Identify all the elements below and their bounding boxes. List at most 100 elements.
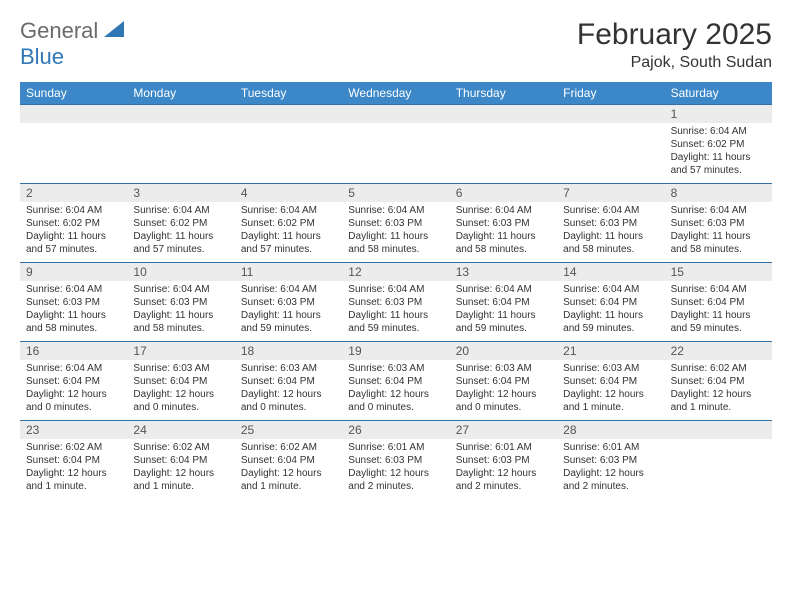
day-detail: Sunrise: 6:04 AMSunset: 6:02 PMDaylight:… xyxy=(235,202,342,262)
daylight-line: Daylight: 12 hours and 1 minute. xyxy=(671,388,766,414)
sunset-line: Sunset: 6:04 PM xyxy=(26,454,121,467)
daylight-line: Daylight: 11 hours and 59 minutes. xyxy=(241,309,336,335)
day-detail: Sunrise: 6:01 AMSunset: 6:03 PMDaylight:… xyxy=(450,439,557,499)
day-detail xyxy=(127,123,234,183)
sunset-line: Sunset: 6:04 PM xyxy=(241,375,336,388)
sunrise-line: Sunrise: 6:04 AM xyxy=(563,283,658,296)
sunrise-line: Sunrise: 6:04 AM xyxy=(241,204,336,217)
day-detail: Sunrise: 6:04 AMSunset: 6:03 PMDaylight:… xyxy=(342,281,449,341)
day-detail: Sunrise: 6:01 AMSunset: 6:03 PMDaylight:… xyxy=(557,439,664,499)
day-number: 20 xyxy=(450,342,557,360)
day-number xyxy=(235,105,342,123)
sunrise-line: Sunrise: 6:04 AM xyxy=(671,204,766,217)
sunrise-line: Sunrise: 6:04 AM xyxy=(456,283,551,296)
day-number: 21 xyxy=(557,342,664,360)
daylight-line: Daylight: 11 hours and 57 minutes. xyxy=(671,151,766,177)
day-number: 10 xyxy=(127,263,234,281)
sunrise-line: Sunrise: 6:04 AM xyxy=(26,204,121,217)
sunrise-line: Sunrise: 6:03 AM xyxy=(241,362,336,375)
day-number: 16 xyxy=(20,342,127,360)
day-number xyxy=(665,421,772,439)
daylight-line: Daylight: 12 hours and 2 minutes. xyxy=(563,467,658,493)
sunset-line: Sunset: 6:03 PM xyxy=(456,454,551,467)
day-detail: Sunrise: 6:04 AMSunset: 6:03 PMDaylight:… xyxy=(235,281,342,341)
day-number: 17 xyxy=(127,342,234,360)
day-detail: Sunrise: 6:04 AMSunset: 6:04 PMDaylight:… xyxy=(20,360,127,420)
sunrise-line: Sunrise: 6:02 AM xyxy=(671,362,766,375)
sunrise-line: Sunrise: 6:02 AM xyxy=(26,441,121,454)
day-detail: Sunrise: 6:04 AMSunset: 6:02 PMDaylight:… xyxy=(127,202,234,262)
header: General Blue February 2025 Pajok, South … xyxy=(20,18,772,72)
day-number: 24 xyxy=(127,421,234,439)
daylight-line: Daylight: 12 hours and 1 minute. xyxy=(563,388,658,414)
dow-cell: Thursday xyxy=(450,82,557,104)
sunset-line: Sunset: 6:03 PM xyxy=(241,296,336,309)
dow-cell: Sunday xyxy=(20,82,127,104)
dow-cell: Monday xyxy=(127,82,234,104)
sunrise-line: Sunrise: 6:01 AM xyxy=(563,441,658,454)
logo-line1: General xyxy=(20,18,98,43)
calendar: SundayMondayTuesdayWednesdayThursdayFrid… xyxy=(20,82,772,499)
sunrise-line: Sunrise: 6:04 AM xyxy=(671,125,766,138)
day-number xyxy=(557,105,664,123)
daylight-line: Daylight: 11 hours and 57 minutes. xyxy=(133,230,228,256)
sunset-line: Sunset: 6:04 PM xyxy=(671,296,766,309)
sunrise-line: Sunrise: 6:04 AM xyxy=(133,283,228,296)
logo-text: General Blue xyxy=(20,18,126,70)
sunset-line: Sunset: 6:03 PM xyxy=(671,217,766,230)
daylight-line: Daylight: 12 hours and 1 minute. xyxy=(26,467,121,493)
daylight-line: Daylight: 12 hours and 0 minutes. xyxy=(241,388,336,414)
dow-cell: Saturday xyxy=(665,82,772,104)
day-number: 2 xyxy=(20,184,127,202)
sunset-line: Sunset: 6:03 PM xyxy=(348,296,443,309)
sunrise-line: Sunrise: 6:01 AM xyxy=(348,441,443,454)
sunset-line: Sunset: 6:04 PM xyxy=(241,454,336,467)
sunset-line: Sunset: 6:04 PM xyxy=(563,296,658,309)
day-number: 4 xyxy=(235,184,342,202)
sunrise-line: Sunrise: 6:04 AM xyxy=(563,204,658,217)
daylight-line: Daylight: 11 hours and 59 minutes. xyxy=(671,309,766,335)
sunset-line: Sunset: 6:03 PM xyxy=(26,296,121,309)
sunset-line: Sunset: 6:04 PM xyxy=(671,375,766,388)
day-number: 9 xyxy=(20,263,127,281)
day-detail: Sunrise: 6:02 AMSunset: 6:04 PMDaylight:… xyxy=(665,360,772,420)
sunrise-line: Sunrise: 6:02 AM xyxy=(241,441,336,454)
daylight-line: Daylight: 11 hours and 58 minutes. xyxy=(348,230,443,256)
day-detail: Sunrise: 6:01 AMSunset: 6:03 PMDaylight:… xyxy=(342,439,449,499)
sunset-line: Sunset: 6:02 PM xyxy=(671,138,766,151)
day-number: 13 xyxy=(450,263,557,281)
day-detail: Sunrise: 6:04 AMSunset: 6:04 PMDaylight:… xyxy=(450,281,557,341)
day-detail: Sunrise: 6:02 AMSunset: 6:04 PMDaylight:… xyxy=(235,439,342,499)
sunset-line: Sunset: 6:04 PM xyxy=(133,375,228,388)
day-detail: Sunrise: 6:04 AMSunset: 6:02 PMDaylight:… xyxy=(20,202,127,262)
day-number: 5 xyxy=(342,184,449,202)
day-detail: Sunrise: 6:04 AMSunset: 6:03 PMDaylight:… xyxy=(20,281,127,341)
daylight-line: Daylight: 11 hours and 57 minutes. xyxy=(241,230,336,256)
sunset-line: Sunset: 6:03 PM xyxy=(348,217,443,230)
day-number: 22 xyxy=(665,342,772,360)
daylight-line: Daylight: 11 hours and 58 minutes. xyxy=(456,230,551,256)
sunset-line: Sunset: 6:03 PM xyxy=(563,217,658,230)
dow-cell: Tuesday xyxy=(235,82,342,104)
day-number: 6 xyxy=(450,184,557,202)
sunrise-line: Sunrise: 6:04 AM xyxy=(26,283,121,296)
daylight-line: Daylight: 12 hours and 0 minutes. xyxy=(456,388,551,414)
sunset-line: Sunset: 6:02 PM xyxy=(133,217,228,230)
day-number: 18 xyxy=(235,342,342,360)
day-number: 3 xyxy=(127,184,234,202)
sunrise-line: Sunrise: 6:04 AM xyxy=(133,204,228,217)
day-number: 14 xyxy=(557,263,664,281)
day-number: 23 xyxy=(20,421,127,439)
sunrise-line: Sunrise: 6:01 AM xyxy=(456,441,551,454)
sunset-line: Sunset: 6:03 PM xyxy=(563,454,658,467)
daylight-line: Daylight: 12 hours and 2 minutes. xyxy=(348,467,443,493)
sunrise-line: Sunrise: 6:04 AM xyxy=(348,283,443,296)
day-detail: Sunrise: 6:03 AMSunset: 6:04 PMDaylight:… xyxy=(450,360,557,420)
page-title: February 2025 xyxy=(577,18,772,52)
day-detail xyxy=(665,439,772,499)
daylight-line: Daylight: 11 hours and 58 minutes. xyxy=(26,309,121,335)
sunrise-line: Sunrise: 6:04 AM xyxy=(456,204,551,217)
dow-header: SundayMondayTuesdayWednesdayThursdayFrid… xyxy=(20,82,772,104)
day-detail: Sunrise: 6:03 AMSunset: 6:04 PMDaylight:… xyxy=(342,360,449,420)
daylight-line: Daylight: 11 hours and 58 minutes. xyxy=(133,309,228,335)
